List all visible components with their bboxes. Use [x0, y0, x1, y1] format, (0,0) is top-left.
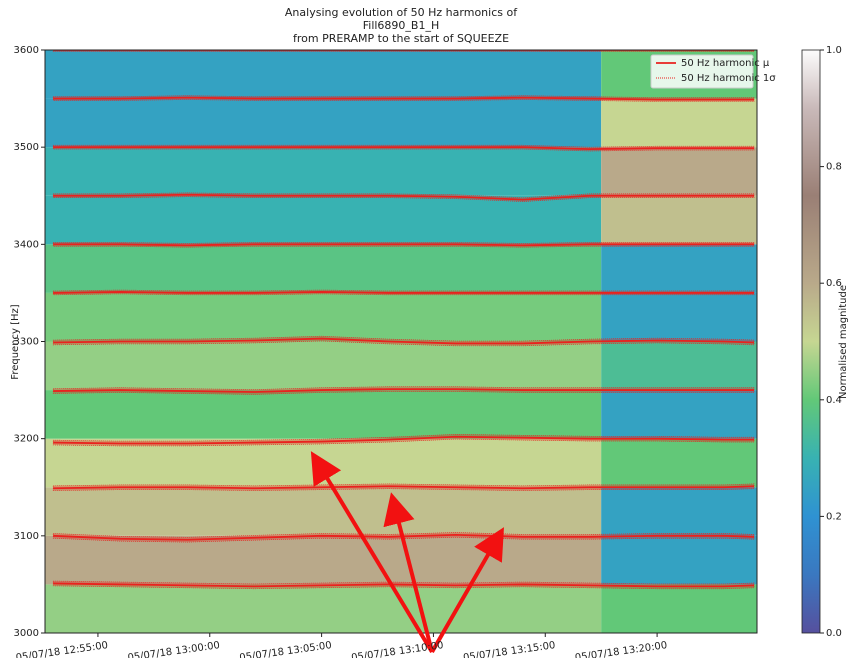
heatmap-cell: [45, 584, 601, 633]
colorbar-tick-label: 0.4: [826, 395, 842, 406]
heatmap-cell: [601, 536, 757, 585]
x-tick-label: 05/07/18 13:00:00: [127, 640, 221, 658]
x-tick-label: 05/07/18 13:05:00: [239, 640, 333, 658]
chart: Analysing evolution of 50 Hz harmonics o…: [0, 0, 848, 658]
chart-title: Analysing evolution of 50 Hz harmonics o…: [285, 6, 518, 19]
y-tick-label: 3400: [14, 239, 39, 250]
legend-label: 50 Hz harmonic 1σ: [681, 73, 776, 84]
heatmap-cell: [45, 293, 601, 342]
heatmap-cell: [45, 50, 601, 99]
heatmap-cell: [45, 196, 601, 245]
y-tick-label: 3300: [14, 337, 39, 348]
heatmap-cell: [45, 487, 601, 536]
colorbar-tick-label: 0.0: [826, 628, 842, 639]
y-tick-label: 3200: [14, 434, 39, 445]
x-tick-label: 05/07/18 13:15:00: [462, 640, 556, 658]
colorbar-tick-label: 0.8: [826, 162, 842, 173]
chart-subtitle: from PRERAMP to the start of SQUEEZE: [293, 32, 509, 45]
heatmap-cell: [45, 536, 601, 585]
x-tick-label: 05/07/18 13:20:00: [574, 640, 668, 658]
colorbar-tick-label: 0.6: [826, 278, 842, 289]
heatmap-cell: [45, 390, 601, 439]
heatmap-cell: [601, 99, 757, 148]
y-tick-label: 3600: [14, 45, 39, 56]
heatmap-cell: [45, 244, 601, 293]
y-tick-label: 3000: [14, 628, 39, 639]
colorbar: [802, 50, 820, 633]
y-tick-label: 3500: [14, 142, 39, 153]
heatmap-cell: [601, 293, 757, 342]
heatmap-cell: [45, 99, 601, 148]
x-tick-label: 05/07/18 13:10:00: [351, 640, 445, 658]
heatmap-cell: [601, 390, 757, 439]
heatmap-cell: [601, 584, 757, 633]
colorbar-label: Normalised magnitude: [838, 285, 848, 399]
heatmap-cell: [601, 244, 757, 293]
heatmap-cell: [601, 439, 757, 488]
chart-subtitle: Fill6890_B1_H: [363, 19, 440, 32]
colorbar-tick-label: 1.0: [826, 45, 842, 56]
heatmap-cell: [601, 147, 757, 196]
harmonic-line: [53, 244, 754, 245]
heatmap-cell: [601, 487, 757, 536]
colorbar-tick-label: 0.2: [826, 511, 842, 522]
harmonic-line: [53, 292, 754, 293]
y-tick-label: 3100: [14, 531, 39, 542]
heatmap-cell: [45, 342, 601, 391]
heatmap-cell: [601, 196, 757, 245]
legend-label: 50 Hz harmonic μ: [681, 58, 770, 69]
x-tick-label: 05/07/18 12:55:00: [15, 640, 109, 658]
heatmap-cell: [601, 342, 757, 391]
heatmap-cell: [45, 147, 601, 196]
page: Analysing evolution of 50 Hz harmonics o…: [0, 0, 848, 658]
